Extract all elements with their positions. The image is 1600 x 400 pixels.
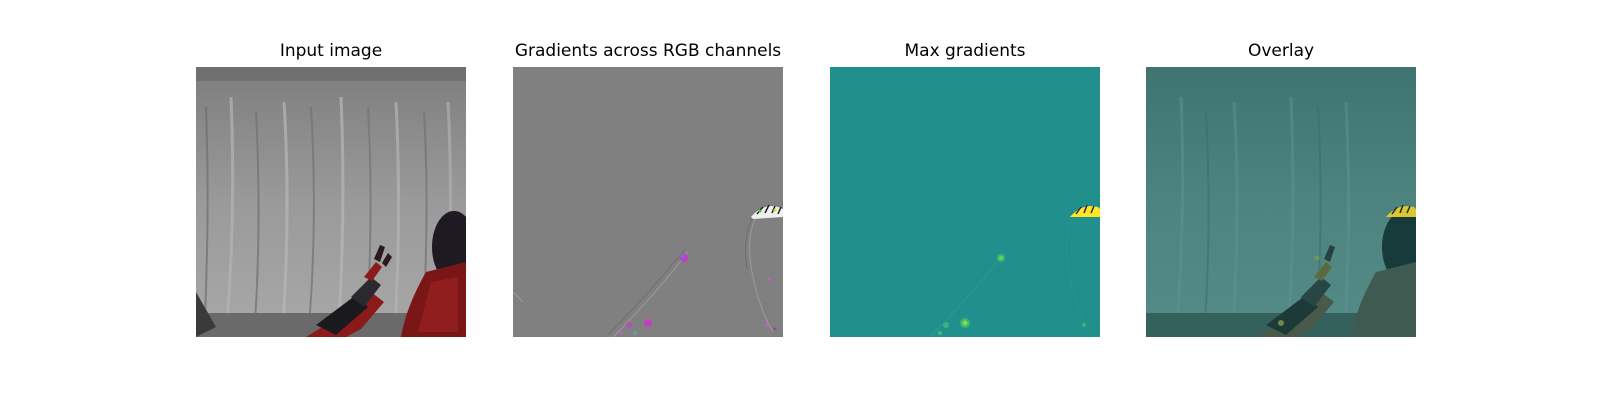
panel-input-image: Input image — [196, 40, 466, 340]
panel-title: Max gradients — [904, 41, 1026, 61]
panel-rgb-gradients: Gradients across RGB channels — [513, 40, 783, 340]
rgb-gradient-image — [513, 67, 783, 337]
panel-title: Gradients across RGB channels — [514, 41, 782, 61]
max-gradient-heatmap — [830, 67, 1100, 337]
input-image — [196, 67, 466, 337]
overlay-image — [1146, 67, 1416, 337]
panel-title: Overlay — [1247, 41, 1315, 61]
panel-title: Input image — [279, 41, 383, 61]
panel-overlay: Overlay — [1146, 40, 1416, 340]
panel-max-gradients: Max gradients — [830, 40, 1100, 340]
